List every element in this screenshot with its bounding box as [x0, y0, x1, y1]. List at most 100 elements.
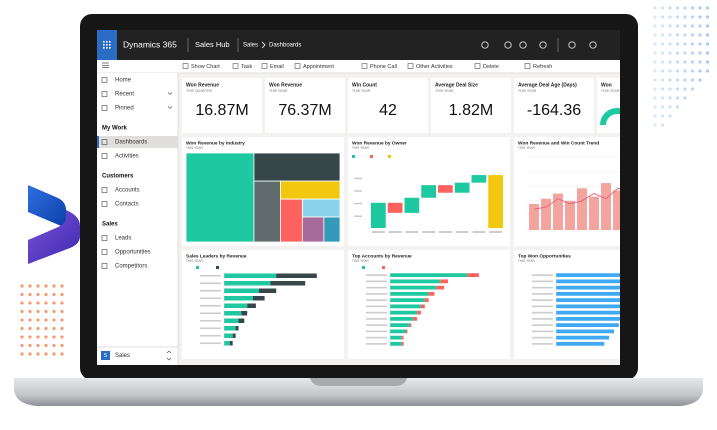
- bar: [637, 167, 647, 230]
- bar: [224, 318, 239, 323]
- bar: [229, 341, 233, 346]
- nav-group: Customers: [102, 174, 134, 180]
- nav-item[interactable]: Accounts: [115, 188, 140, 194]
- waterfall-bar: [387, 202, 403, 213]
- dot: [705, 24, 710, 28]
- dot: [668, 60, 672, 64]
- nav-item[interactable]: Contacts: [115, 202, 139, 208]
- axis-label-placeholder: [366, 274, 387, 276]
- dot: [44, 284, 48, 288]
- bar: [440, 279, 448, 284]
- dot: [698, 24, 702, 28]
- area-name[interactable]: Sales Hub: [195, 40, 230, 49]
- dot: [653, 6, 657, 10]
- command[interactable]: Task: [241, 64, 253, 70]
- bar: [238, 318, 245, 323]
- launcher-dot: [103, 44, 105, 46]
- chevron: [261, 41, 266, 49]
- dot: [698, 69, 702, 73]
- dot: [28, 326, 32, 331]
- bar: [413, 317, 418, 321]
- dot: [698, 33, 702, 37]
- treemap-tile: [280, 198, 303, 243]
- axis-label-placeholder: [532, 305, 553, 308]
- dot: [653, 60, 657, 64]
- command[interactable]: Refresh: [533, 64, 552, 70]
- nav-icon: [101, 249, 108, 255]
- nav-item[interactable]: Home: [115, 78, 132, 84]
- bar: [436, 285, 445, 290]
- nav-item[interactable]: Competitors: [115, 264, 147, 270]
- header-icon[interactable]: [539, 41, 547, 49]
- dot: [36, 318, 40, 322]
- chart-period: THIS YEAR: [352, 146, 369, 150]
- bar: [401, 342, 404, 346]
- dot: [675, 105, 680, 109]
- dot: [653, 123, 657, 127]
- dot: [20, 284, 24, 288]
- bar: [409, 323, 412, 327]
- axis-label-placeholder: [532, 274, 553, 276]
- dot: [675, 51, 680, 55]
- chart-period: THIS YEAR: [186, 146, 203, 150]
- dot: [52, 292, 56, 297]
- chevron: [167, 92, 173, 95]
- axis-label-placeholder: [472, 231, 486, 233]
- bar: [224, 326, 236, 331]
- dot: [698, 6, 702, 10]
- breadcrumb[interactable]: Dashboards: [269, 43, 301, 49]
- kpi-value: 76.37M: [278, 102, 331, 119]
- command[interactable]: Phone Call: [370, 64, 397, 70]
- dot: [660, 78, 665, 82]
- nav-icon: [101, 201, 108, 207]
- header-icon[interactable]: [504, 41, 512, 49]
- dot: [44, 292, 48, 297]
- bar: [467, 273, 479, 277]
- nav-item[interactable]: Opportunities: [115, 250, 151, 256]
- header-icon[interactable]: [568, 41, 576, 49]
- bar: [390, 279, 441, 284]
- legend-swatch: [388, 155, 391, 158]
- dot: [660, 69, 665, 73]
- dot: [52, 352, 56, 356]
- command[interactable]: Appointment: [303, 64, 334, 70]
- header-icon[interactable]: [519, 41, 527, 49]
- nav-item[interactable]: Pinned: [115, 106, 134, 112]
- dot: [690, 24, 695, 28]
- bar: [390, 273, 468, 277]
- nav-item[interactable]: Dashboards: [115, 140, 147, 146]
- bar: [390, 323, 410, 327]
- kpi-period: THIS YEAR: [269, 89, 288, 93]
- header-icon[interactable]: [589, 41, 597, 49]
- command[interactable]: Show Chart: [191, 64, 220, 70]
- dot: [36, 343, 40, 348]
- line-series: [533, 187, 620, 210]
- area-switcher[interactable]: Sales: [115, 353, 130, 359]
- axis-label-placeholder: [372, 231, 385, 233]
- bar: [270, 281, 306, 286]
- dot: [668, 96, 672, 100]
- nav-item[interactable]: Leads: [115, 236, 131, 242]
- bar: [247, 303, 256, 308]
- command[interactable]: Delete: [483, 64, 499, 70]
- kpi-period: THIS QUARTER: [186, 89, 212, 93]
- dot: [698, 60, 702, 64]
- bar: [556, 304, 620, 309]
- dot: [52, 326, 56, 331]
- dot: [20, 335, 24, 339]
- decoration: [20, 6, 710, 356]
- breadcrumb[interactable]: Sales: [243, 43, 258, 49]
- waterfall-bar: [404, 197, 420, 213]
- header-icon[interactable]: [481, 41, 489, 49]
- command[interactable]: Other Activities: [416, 64, 453, 70]
- app-name[interactable]: Dynamics 365: [123, 39, 177, 49]
- command[interactable]: Email: [270, 64, 284, 70]
- axis-label-placeholder: [439, 231, 452, 233]
- nav-item[interactable]: Activities: [115, 154, 139, 160]
- nav-item[interactable]: Recent: [115, 92, 134, 98]
- command-icon: [261, 63, 268, 69]
- bar: [556, 310, 620, 315]
- laptop-base: [14, 378, 703, 406]
- launcher-dot: [103, 41, 105, 43]
- bar: [420, 304, 425, 309]
